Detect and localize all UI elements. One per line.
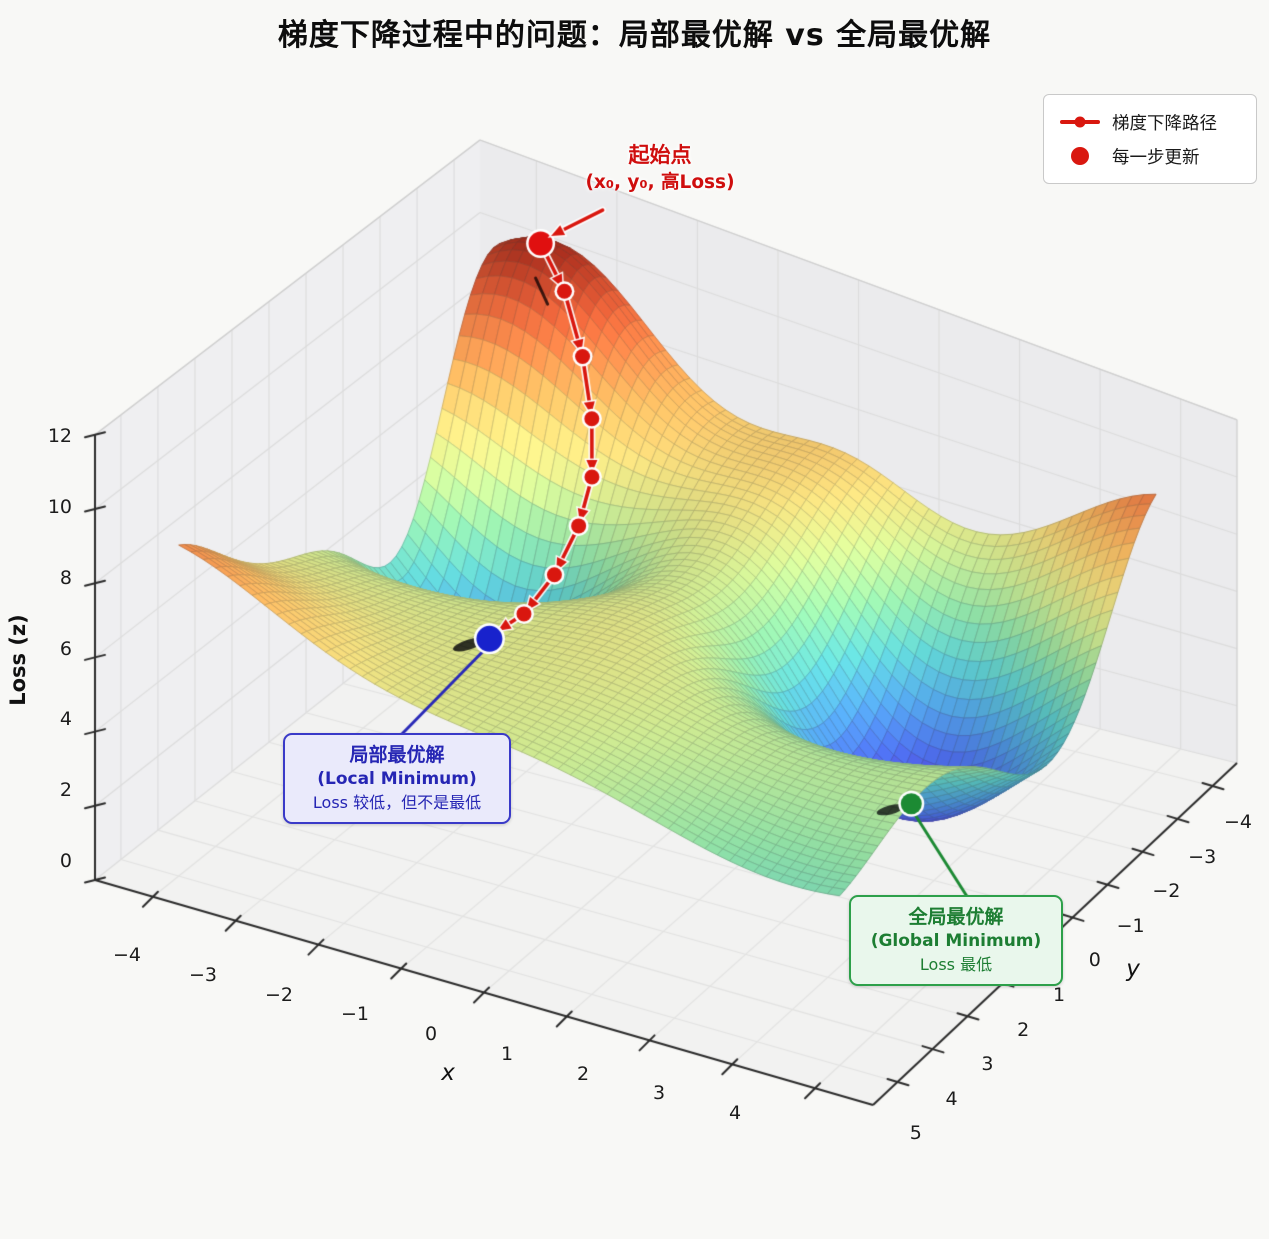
y-tick-label: 1 <box>1052 984 1066 1006</box>
legend-label-path: 梯度下降路径 <box>1112 113 1217 134</box>
y-tick-label: 3 <box>981 1053 994 1076</box>
z-tick-label: 6 <box>59 637 72 660</box>
y-axis-title: y <box>1126 956 1140 982</box>
legend-label-step: 每一步更新 <box>1112 147 1200 168</box>
z-tick-label: 2 <box>59 779 72 802</box>
y-tick-label: −3 <box>1188 845 1217 868</box>
start-point-sublabel: (x₀, y₀, 高Loss) <box>585 172 735 193</box>
page-title: 梯度下降过程中的问题：局部最优解 vs 全局最优解 <box>277 18 992 53</box>
x-tick-label: −4 <box>112 944 142 966</box>
x-tick-label: 4 <box>728 1102 742 1124</box>
local-callout-subtitle: (Local Minimum) <box>317 769 477 790</box>
local-callout-title: 局部最优解 <box>349 744 445 766</box>
y-tick-label: −4 <box>1223 811 1253 833</box>
legend-item-step: 每一步更新 <box>1054 139 1244 173</box>
y-tick-label: −1 <box>1116 914 1145 937</box>
path-line-icon <box>1054 116 1106 128</box>
z-tick-label: 12 <box>47 425 72 448</box>
x-tick-label: 1 <box>500 1042 514 1065</box>
z-axis-title: Loss (z) <box>6 614 30 706</box>
global-callout-title: 全局最优解 <box>908 906 1004 928</box>
y-tick-label: 0 <box>1088 949 1101 972</box>
y-tick-label: 2 <box>1017 1018 1030 1041</box>
step-dot-icon <box>1054 147 1106 165</box>
z-tick-label: 10 <box>47 496 72 518</box>
x-axis-title: x <box>441 1060 455 1086</box>
x-tick-label: 2 <box>576 1062 590 1085</box>
global-minimum-callout: 全局最优解 (Global Minimum) Loss 最低 <box>849 895 1063 986</box>
global-callout-desc: Loss 最低 <box>919 954 993 974</box>
start-point-label: 起始点 <box>628 143 692 167</box>
y-tick-label: 4 <box>945 1087 958 1110</box>
y-tick-label: −2 <box>1152 880 1181 903</box>
legend-item-path: 梯度下降路径 <box>1054 105 1244 139</box>
y-tick-label: 5 <box>909 1122 922 1145</box>
x-tick-label: −3 <box>188 963 218 986</box>
local-minimum-callout: 局部最优解 (Local Minimum) Loss 较低，但不是最低 <box>283 733 511 824</box>
x-tick-label: −2 <box>264 983 294 1006</box>
z-tick-label: 8 <box>59 566 72 589</box>
local-callout-desc: Loss 较低，但不是最低 <box>312 792 482 812</box>
z-tick-label: 4 <box>59 708 72 731</box>
x-tick-label: 0 <box>424 1023 438 1045</box>
legend: 梯度下降路径 每一步更新 <box>1043 94 1257 184</box>
x-tick-label: −1 <box>340 1003 370 1026</box>
global-callout-subtitle: (Global Minimum) <box>870 931 1042 952</box>
z-tick-label: 0 <box>59 850 72 872</box>
x-tick-label: 3 <box>652 1082 666 1105</box>
